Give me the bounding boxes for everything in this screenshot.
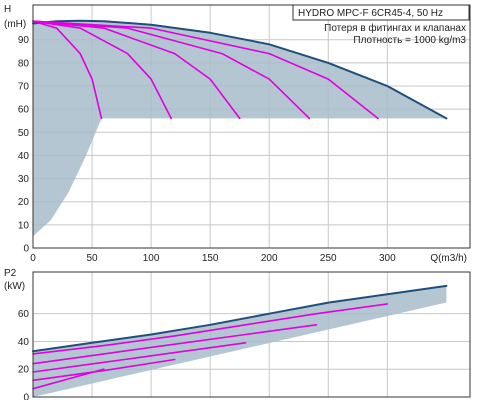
y-axis-unit-power: (kW) — [4, 281, 25, 292]
y-tick-label: 20 — [18, 365, 30, 376]
y-axis-unit-head: (mH) — [4, 19, 26, 30]
head-pump-curve-2 — [32, 20, 172, 120]
y-tick-label: 40 — [18, 337, 30, 348]
head-flow-series — [32, 19, 448, 120]
power-envelope-line — [32, 284, 448, 353]
x-tick-label: 250 — [320, 253, 337, 264]
power-pump-curve-3 — [32, 342, 247, 373]
chart-title-box — [292, 4, 470, 21]
y-tick-label: 60 — [18, 105, 30, 116]
power-flow-panel: 0 20 40 60 P2 (kW) — [4, 268, 471, 400]
y-axis-label-power: P2 — [4, 268, 17, 279]
power-pump-curve-5 — [32, 368, 105, 390]
y-tick-label: 50 — [18, 128, 30, 139]
annotation-fitting-losses: Потеря в фитингах и клапанах — [324, 22, 466, 34]
head-pump-curve-1 — [32, 20, 103, 120]
x-tick-label: 150 — [202, 253, 219, 264]
operating-area — [33, 20, 447, 237]
head-pump-curve-3 — [32, 20, 241, 120]
power-flow-operating-area — [33, 285, 447, 397]
y-tick-label: 90 — [18, 35, 30, 46]
head-flow-tick-labels: 0 50 100 150 200 250 300 0 10 20 30 40 50 60 70 80 90 — [18, 35, 396, 264]
head-pump-curve-5 — [32, 20, 379, 120]
y-tick-label: 40 — [18, 151, 30, 162]
y-tick-label: 0 — [23, 244, 29, 255]
head-flow-operating-area — [33, 20, 447, 237]
y-tick-label: 10 — [18, 220, 30, 231]
power-pump-curve-1 — [32, 303, 389, 355]
chart-title: HYDRO MPC-F 6CR45-4, 50 Hz — [298, 8, 443, 19]
y-tick-label: 70 — [18, 82, 30, 93]
y-tick-label: 0 — [23, 393, 29, 400]
y-tick-label: 60 — [18, 309, 30, 320]
power-flow-tick-labels: 0 20 40 60 — [18, 309, 30, 400]
power-pump-curve-4 — [32, 358, 176, 382]
annotation-density: Плотность = 1000 kg/m3 — [353, 35, 466, 46]
y-tick-label: 80 — [18, 58, 30, 69]
power-flow-series — [32, 284, 448, 390]
head-pump-curve-4 — [32, 20, 311, 120]
x-tick-label: 100 — [143, 253, 160, 264]
y-tick-label: 30 — [18, 174, 30, 185]
operating-area — [33, 285, 447, 397]
power-flow-plot-frame — [32, 271, 471, 398]
x-tick-label: 0 — [30, 253, 36, 264]
y-axis-label-head: H — [4, 4, 11, 15]
head-envelope-line — [32, 19, 448, 120]
x-tick-label: 200 — [261, 253, 278, 264]
x-tick-label: 300 — [379, 253, 396, 264]
head-flow-plot-frame — [32, 4, 471, 249]
power-pump-curve-2 — [32, 324, 318, 365]
x-axis-label-flow: Q(m3/h) — [430, 253, 467, 264]
x-tick-label: 50 — [86, 253, 98, 264]
y-tick-label: 20 — [18, 197, 30, 208]
